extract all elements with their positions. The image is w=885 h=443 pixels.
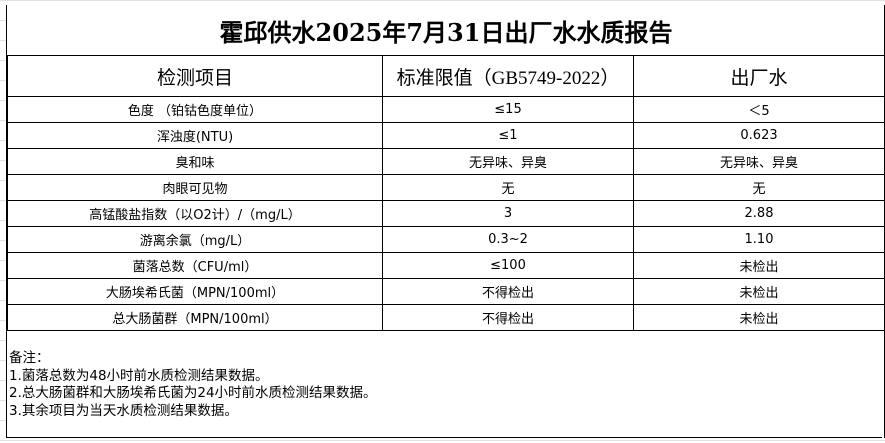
report-title: 霍邱供水2025年7月31日出厂水水质报告 [7,5,885,56]
title-row: 霍邱供水2025年7月31日出厂水水质报告 [7,5,885,56]
result-cell: 2.88 [633,200,885,227]
table-row: 肉眼可见物无无 [7,174,885,201]
item-cell: 色度 （铂钴色度单位） [7,96,383,123]
table-row: 大肠埃希氏菌（MPN/100ml） 不得检出 未检出 [7,278,885,305]
result-cell: 1.10 [633,226,885,253]
standard-cell: 不得检出 [382,304,634,331]
standard-cell: 不得检出 [382,278,634,305]
result-cell: 未检出 [633,252,885,279]
result-cell: 未检出 [633,304,885,331]
table-row: 高锰酸盐指数（以O2计）/（mg/L） 3 2.88 [7,200,885,227]
table-row: 浑浊度(NTU) ≤1 0.623 [7,122,885,149]
item-cell: 游离余氯（mg/L） [7,226,383,253]
header-result: 出厂水 [633,55,885,97]
item-cell: 大肠埃希氏菌（MPN/100ml） [7,278,383,305]
standard-cell: ≤100 [382,252,634,279]
table-row: 臭和味 无异味、异臭 无异味、异臭 [7,148,885,175]
standard-cell: 0.3~2 [382,226,634,253]
item-cell: 高锰酸盐指数（以O2计）/（mg/L） [7,200,383,227]
item-cell: 浑浊度(NTU) [7,122,383,149]
item-cell: 菌落总数（CFU/ml） [7,252,383,279]
header-row: 检测项目 标准限值（GB5749-2022） 出厂水 [7,55,885,97]
header-standard: 标准限值（GB5749-2022） [382,55,634,97]
standard-cell: ≤1 [382,122,634,149]
standard-cell: ≤15 [382,96,634,123]
table-row: 菌落总数（CFU/ml） ≤100 未检出 [7,252,885,279]
result-cell: 未检出 [633,278,885,305]
note-line: 1.菌落总数为48小时前水质检测结果数据。 [9,367,269,384]
result-cell: 0.623 [633,122,885,149]
item-cell: 臭和味 [7,148,383,175]
note-line: 2.总大肠菌群和大肠埃希氏菌为24小时前水质检测结果数据。 [9,385,377,401]
result-cell: ＜5 [633,96,885,123]
report-table: 霍邱供水2025年7月31日出厂水水质报告 检测项目 标准限值（GB5749-2… [7,5,885,331]
table-row: 总大肠菌群（MPN/100ml） 不得检出 未检出 [7,304,885,331]
item-cell: 肉眼可见物 [7,174,383,201]
table-row: 色度 （铂钴色度单位） ≤15 ＜5 [7,96,885,123]
standard-cell: 3 [382,200,634,227]
item-cell: 总大肠菌群（MPN/100ml） [7,304,383,331]
notes-label: 备注： [9,350,50,366]
notes: 备注： 1.菌落总数为48小时前水质检测结果数据。 2.总大肠菌群和大肠埃希氏菌… [7,330,882,438]
table-row: 游离余氯（mg/L） 0.3~2 1.10 [7,226,885,253]
note-line: 3.其余项目为当天水质检测结果数据。 [9,402,238,419]
header-item: 检测项目 [7,55,383,97]
result-cell: 无 [633,174,885,201]
standard-cell: 无异味、异臭 [382,148,634,175]
standard-cell: 无 [382,174,634,201]
water-quality-report: 霍邱供水2025年7月31日出厂水水质报告 检测项目 标准限值（GB5749-2… [6,5,885,438]
result-cell: 无异味、异臭 [633,148,885,175]
